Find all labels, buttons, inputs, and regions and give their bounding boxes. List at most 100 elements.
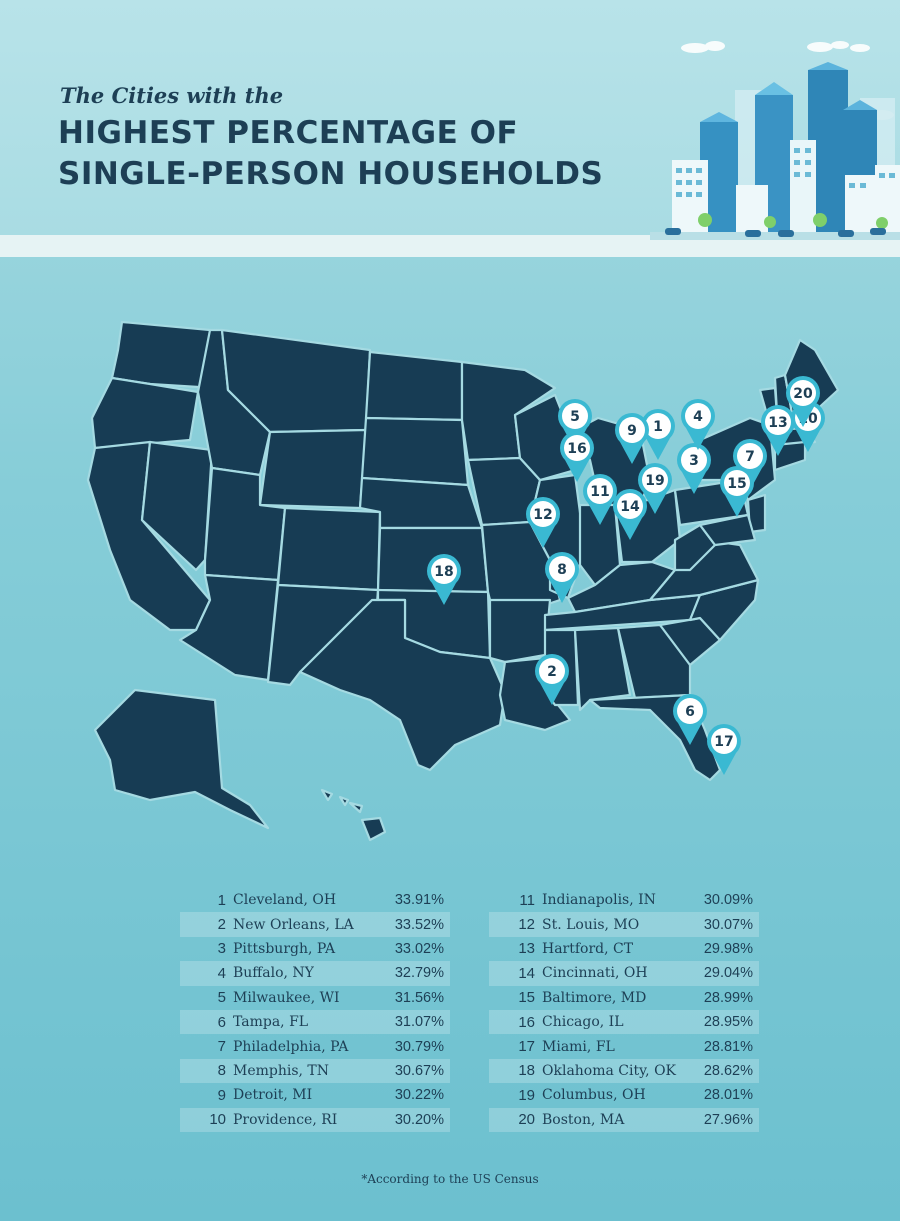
state-colorado [276,506,382,592]
pin-label: 8 [557,562,567,578]
rank-number: 13 [518,940,535,958]
city-name: Chicago, IL [542,1014,624,1031]
pin-badge [564,435,590,461]
pin-label: 2 [547,664,557,680]
footnote: *According to the US Census [361,1172,539,1186]
rank-number: 2 [217,916,226,934]
city-name: Milwaukee, WI [233,989,340,1006]
rank-number: 16 [518,1013,535,1031]
percentage-value: 29.04% [703,965,753,982]
percentage-value: 30.22% [394,1087,444,1104]
state-connecticut-ri [773,440,807,472]
table-row: 4 Buffalo, NY 32.79% [180,961,450,986]
city-pin: 13 [761,404,795,456]
city-pin: 14 [613,488,647,540]
pin-badge [539,658,565,684]
city-pin: 17 [707,723,742,775]
city-pin: 18 [426,553,461,605]
state-south-dakota [360,416,470,487]
table-row: 20 Boston, MA 27.96% [489,1107,759,1132]
city-name: Hartford, CT [542,940,634,957]
percentage-value: 30.09% [703,892,753,909]
city-pin: 1 [641,408,675,460]
city-pin: 15 [720,465,754,517]
city-skyline-illustration [650,41,900,240]
city-pin: 19 [638,462,672,514]
table-row: 18 Oklahoma City, OK 28.62% [489,1058,759,1084]
percentage-value: 30.07% [703,916,753,933]
pin-label: 11 [590,484,609,500]
pin-badge [617,493,643,519]
city-name: Oklahoma City, OK [542,1062,677,1079]
pin-label: 12 [533,507,552,523]
header-divider [0,235,900,257]
pin-badge [530,501,556,527]
city-pin: 5 [558,398,593,450]
table-row: 15 Baltimore, MD 28.99% [489,986,759,1010]
city-name: Pittsburgh, PA [233,940,336,957]
rank-number: 7 [217,1038,226,1056]
rank-number: 14 [518,964,535,982]
percentage-value: 29.98% [703,940,753,957]
table-row: 19 Columbus, OH 28.01% [489,1083,759,1107]
pin-label: 7 [745,449,755,465]
pin-badge [685,403,711,429]
ranking-table-left: 1 Cleveland, OH 33.91% 2 New Orleans, LA 33.5… [180,888,450,1132]
pin-badge [562,403,588,429]
city-name: Memphis, TN [233,1062,330,1079]
pin-badge [681,447,707,473]
percentage-value: 30.20% [394,1111,444,1128]
city-pin: 12 [526,496,560,548]
title-line-2: SINGLE-PERSON HOUSEHOLDS [58,156,604,192]
pin-badge [619,417,645,443]
percentage-value: 28.95% [703,1014,753,1031]
city-name: St. Louis, MO [542,916,640,933]
table-row: 14 Cincinnati, OH 29.04% [489,961,759,986]
rank-number: 17 [518,1038,535,1056]
percentage-value: 28.62% [703,1062,753,1079]
city-name: Buffalo, NY [233,965,314,982]
city-pin: 8 [545,551,579,603]
pin-badge [431,558,457,584]
table-row: 3 Pittsburgh, PA 33.02% [180,937,450,961]
city-name: Philadelphia, PA [233,1038,349,1055]
table-row: 2 New Orleans, LA 33.52% [180,912,450,937]
table-row: 11 Indianapolis, IN 30.09% [489,888,759,912]
rank-number: 18 [518,1062,535,1080]
city-name: Columbus, OH [542,1087,646,1104]
city-pin: 4 [680,398,715,450]
pin-label: 16 [567,441,586,457]
rank-number: 3 [217,940,226,958]
pin-label: 14 [620,499,640,515]
table-row: 12 St. Louis, MO 30.07% [489,912,759,937]
pin-label: 3 [689,453,699,469]
pin-badge [677,698,703,724]
city-name: Cincinnati, OH [542,965,648,982]
city-name: Cleveland, OH [233,892,337,909]
percentage-value: 30.79% [394,1038,444,1055]
table-row: 5 Milwaukee, WI 31.56% [180,986,450,1010]
table-row: 13 Hartford, CT 29.98% [489,937,759,961]
percentage-value: 31.56% [394,989,444,1006]
city-name: Boston, MA [542,1111,625,1128]
city-name: Tampa, FL [233,1014,309,1031]
city-pin: 6 [673,693,707,745]
pin-badge [765,409,791,435]
state-alabama [573,626,632,712]
percentage-value: 28.99% [703,989,753,1006]
state-nevada [140,440,214,572]
table-row: 9 Detroit, MI 30.22% [180,1083,450,1107]
pin-badge [587,478,613,504]
pin-label: 19 [645,473,664,489]
pin-label: 9 [627,423,637,439]
ranking-table-right: 11 Indianapolis, IN 30.09% 12 St. Louis, MO 3… [489,888,759,1132]
pin-label: 17 [714,734,733,750]
rank-number: 6 [217,1013,226,1031]
city-name: Miami, FL [542,1038,615,1055]
rank-number: 10 [209,1111,226,1129]
city-pin: 9 [614,412,649,464]
percentage-value: 33.91% [394,892,444,909]
state-hawaii-2 [338,795,350,807]
state-georgia [616,623,692,700]
state-arkansas [488,598,552,664]
